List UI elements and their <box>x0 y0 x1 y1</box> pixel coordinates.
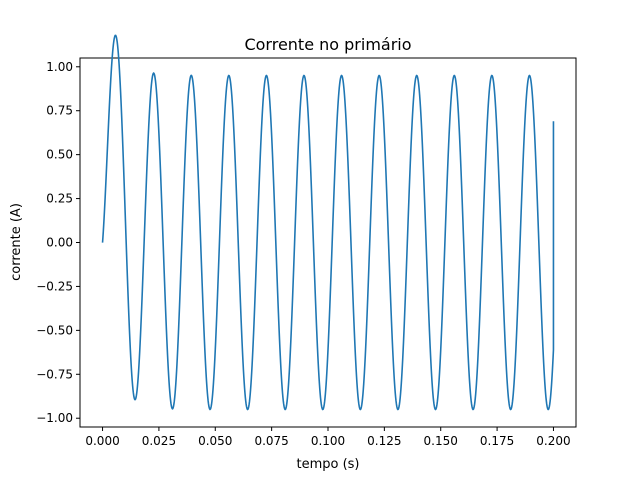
y-tick-label: 0.75 <box>46 104 73 118</box>
y-tick-label: −0.25 <box>36 279 73 293</box>
y-tick-label: 0.00 <box>46 236 73 250</box>
chart-title: Corrente no primário <box>244 35 411 54</box>
x-tick-label: 0.150 <box>424 434 458 448</box>
y-tick-label: 0.25 <box>46 192 73 206</box>
series-line <box>101 34 555 411</box>
y-axis-label: corrente (A) <box>9 203 24 281</box>
x-tick-label: 0.050 <box>198 434 232 448</box>
y-axis: −1.00 −0.75 −0.50 −0.25 0.00 0.25 0.50 0.75 1.00 <box>36 60 80 425</box>
x-tick-label: 0.075 <box>254 434 288 448</box>
x-tick-label: 0.125 <box>367 434 401 448</box>
x-tick-label: 0.000 <box>85 434 119 448</box>
x-axis-label: tempo (s) <box>296 457 359 472</box>
y-tick-label: 1.00 <box>46 60 73 74</box>
y-tick-label: −0.75 <box>36 367 73 381</box>
x-axis: 0.000 0.025 0.050 0.075 0.100 0.125 0.150 0.175… <box>85 427 571 448</box>
x-tick-label: 0.100 <box>311 434 345 448</box>
x-tick-label: 0.025 <box>142 434 176 448</box>
y-tick-label: −1.00 <box>36 411 73 425</box>
x-tick-label: 0.175 <box>480 434 514 448</box>
y-tick-label: 0.50 <box>46 148 73 162</box>
x-tick-label: 0.200 <box>536 434 570 448</box>
y-tick-label: −0.50 <box>36 323 73 337</box>
